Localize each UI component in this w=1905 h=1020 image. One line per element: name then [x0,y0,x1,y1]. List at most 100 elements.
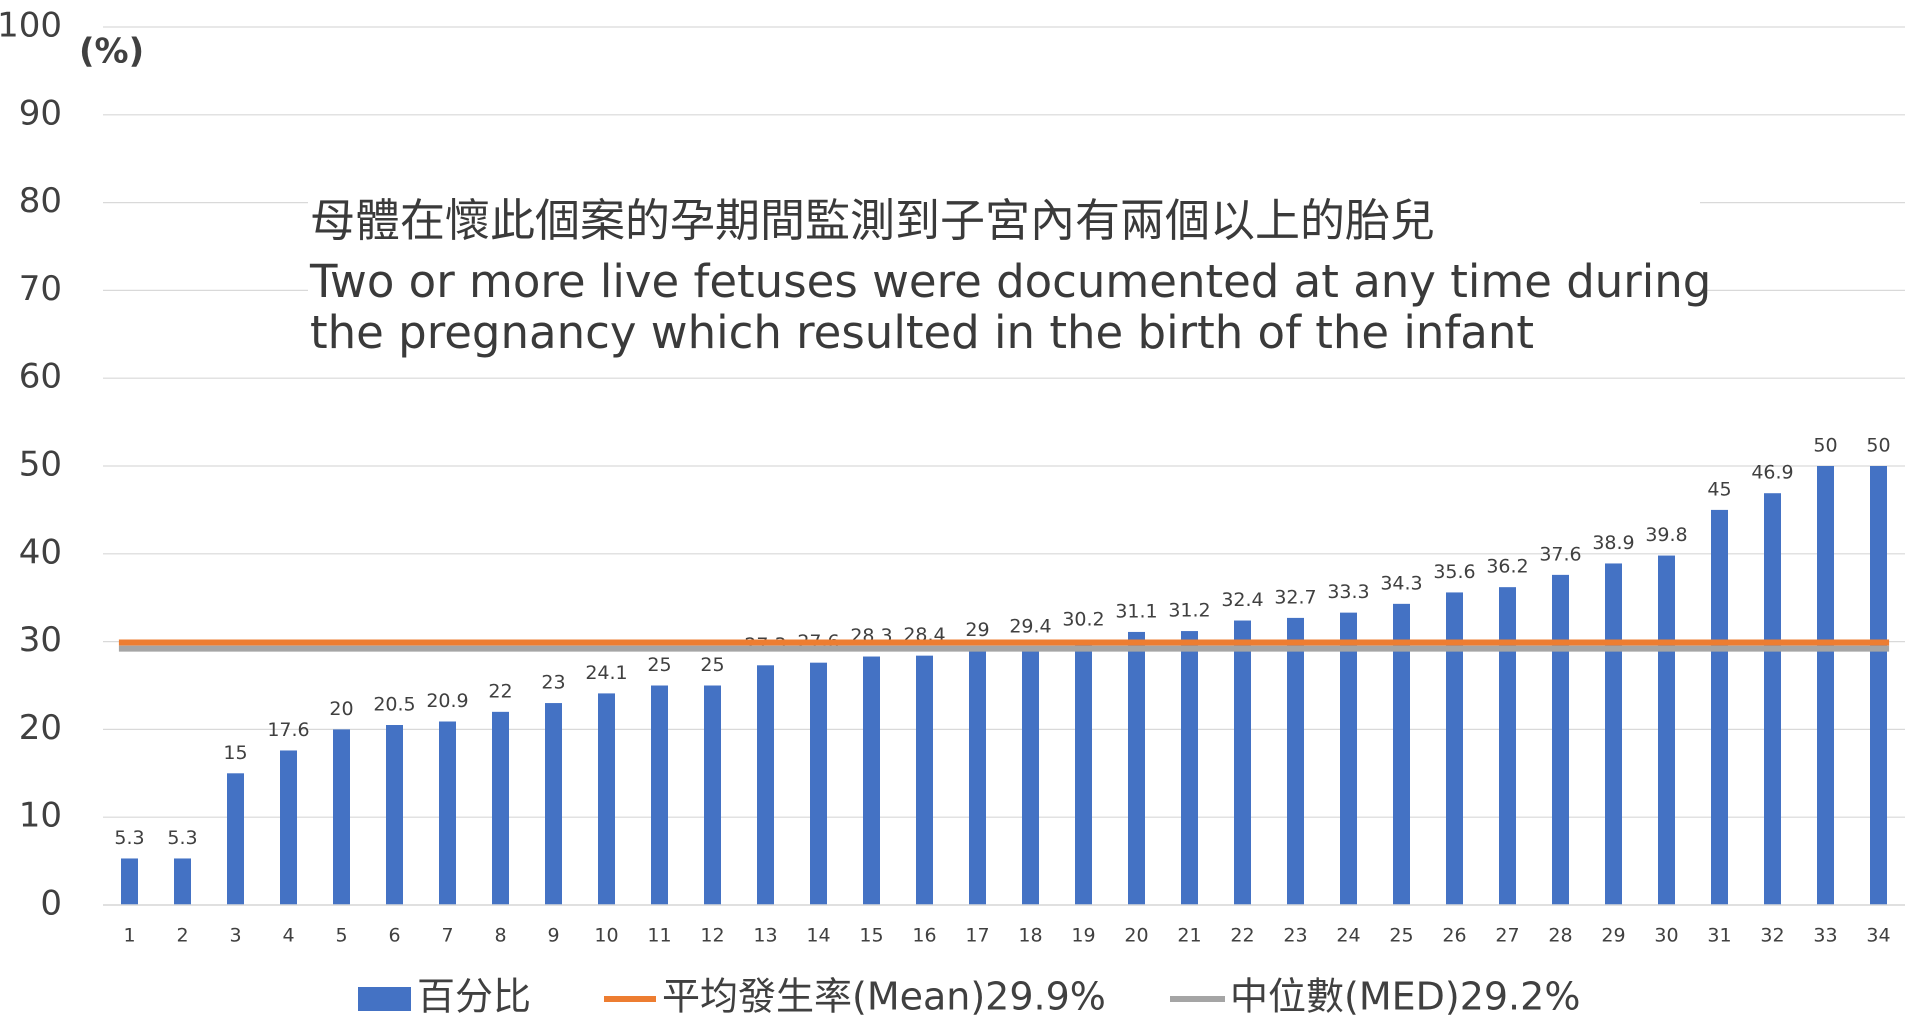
x-tick-label: 19 [1071,925,1095,947]
bar [916,655,933,905]
data-label: 24.1 [585,662,627,684]
data-label: 35.6 [1433,561,1475,583]
bar [439,721,456,905]
bar [651,685,668,905]
x-tick-label: 1 [123,925,135,947]
x-tick-label: 5 [335,925,347,947]
y-tick-label: 70 [19,269,62,309]
x-tick-label: 26 [1442,925,1466,947]
x-tick-label: 4 [282,925,294,947]
data-label: 36.2 [1486,556,1528,578]
bar [1711,509,1728,905]
x-tick-label: 28 [1548,925,1572,947]
data-label: 33.3 [1327,581,1369,603]
x-tick-label: 29 [1601,925,1625,947]
x-tick-label: 2 [176,925,188,947]
bar [1022,646,1039,905]
data-label: 25 [700,654,724,676]
data-label: 29 [965,619,989,641]
x-tick-label: 20 [1124,925,1148,947]
x-tick-label: 17 [965,925,989,947]
bar [1870,466,1887,905]
y-tick-label: 90 [19,93,62,133]
y-tick-label: 10 [19,796,62,836]
data-label: 20 [329,698,353,720]
data-label: 46.9 [1751,462,1793,484]
y-tick-label: 80 [19,181,62,221]
data-label: 50 [1866,435,1890,457]
data-label: 5.3 [114,827,144,849]
bar [1552,574,1569,905]
bar [1075,639,1092,905]
data-label: 30.2 [1062,608,1104,630]
legend-label: 中位數(MED)29.2% [1230,975,1580,1019]
x-tick-label: 30 [1654,925,1678,947]
annotation: Two or more live fetuses were documented… [309,255,1711,308]
bar [1658,555,1675,905]
data-label: 37.6 [1539,543,1581,565]
legend-swatch [358,987,411,1011]
x-tick-label: 18 [1018,925,1042,947]
bar [492,711,509,905]
data-label: 20.9 [426,690,468,712]
data-label: 32.4 [1221,589,1263,611]
data-label: 31.1 [1115,600,1157,622]
bar [598,693,615,905]
x-tick-label: 3 [229,925,241,947]
bar [863,656,880,905]
x-tick-label: 8 [494,925,506,947]
annotation-box [308,198,1700,366]
bar [121,858,138,905]
x-tick-label: 27 [1495,925,1519,947]
data-label: 39.8 [1645,524,1687,546]
y-tick-label: 0 [40,884,62,924]
x-tick-label: 10 [594,925,618,947]
data-label: 50 [1813,435,1837,457]
bar [1287,617,1304,905]
data-label: 29.4 [1009,615,1051,637]
bar [810,662,827,905]
y-axis-label: (%) [79,32,144,72]
data-label: 5.3 [167,827,197,849]
data-label: 15 [223,742,247,764]
x-tick-label: 12 [700,925,724,947]
bar [1764,493,1781,905]
bar [969,650,986,905]
bar [1605,563,1622,905]
x-tick-label: 14 [806,925,830,947]
x-tick-label: 15 [859,925,883,947]
bar [174,858,191,905]
x-tick-label: 24 [1336,925,1360,947]
x-tick-label: 34 [1866,925,1890,947]
data-label: 38.9 [1592,532,1634,554]
data-label: 45 [1707,478,1731,500]
y-tick-label: 40 [19,532,62,572]
x-tick-label: 25 [1389,925,1413,947]
y-tick-label: 20 [19,708,62,748]
x-tick-label: 16 [912,925,936,947]
bar [227,773,244,905]
legend-label: 平均發生率(Mean)29.9% [662,975,1106,1019]
bar [1340,612,1357,905]
x-tick-label: 9 [547,925,559,947]
bar [333,729,350,905]
x-tick-label: 33 [1813,925,1837,947]
x-tick-label: 13 [753,925,777,947]
bar [386,725,403,905]
x-tick-label: 32 [1760,925,1784,947]
data-label: 34.3 [1380,572,1422,594]
bar [704,685,721,905]
x-tick-label: 11 [647,925,671,947]
y-tick-label: 30 [19,620,62,660]
data-label: 20.5 [373,694,415,716]
bar [757,665,774,905]
annotation: 母體在懷此個案的孕期間監測到子宮內有兩個以上的胎兒 [310,194,1435,247]
data-label: 17.6 [267,719,309,741]
annotation: the pregnancy which resulted in the birt… [310,306,1534,359]
x-tick-label: 31 [1707,925,1731,947]
y-tick-label: 60 [19,357,62,397]
bar [545,703,562,905]
bar [1817,466,1834,905]
y-tick-label: 50 [19,445,62,485]
